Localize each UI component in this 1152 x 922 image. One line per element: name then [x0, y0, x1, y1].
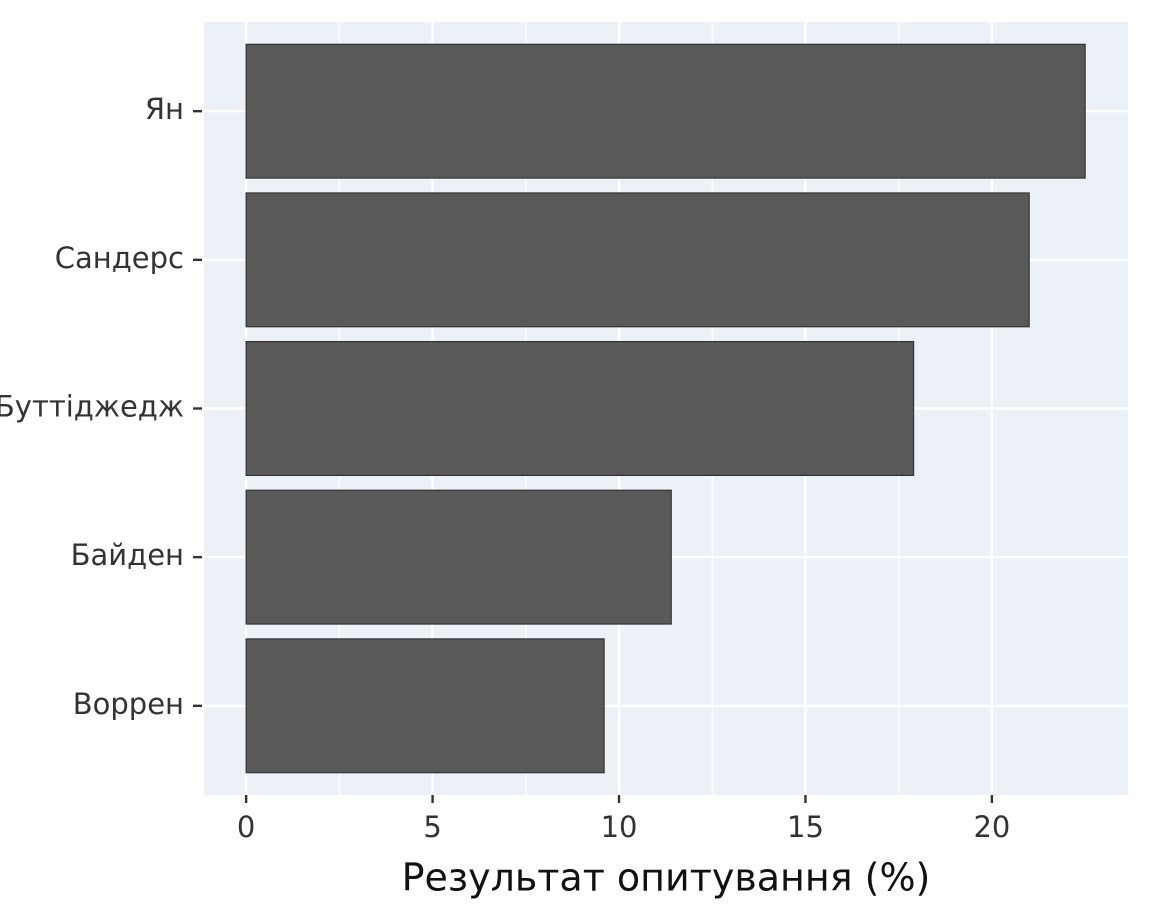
bar [245, 489, 672, 625]
x-tick-label: 0 [237, 810, 255, 844]
y-tick-label: Воррен [73, 687, 184, 721]
bar [245, 638, 605, 774]
x-tick-label: 15 [787, 810, 824, 844]
bar [245, 192, 1030, 328]
x-tick-label: 20 [973, 810, 1010, 844]
y-tick-label: Байден [71, 538, 184, 572]
bar [245, 341, 915, 476]
y-tick-label: Буттіджедж [0, 390, 184, 424]
x-axis-title: Результат опитування (%) [402, 856, 931, 900]
x-tick-label: 5 [423, 810, 441, 844]
bar [245, 43, 1086, 179]
y-tick-label: Ян [145, 92, 184, 126]
x-tick-label: 10 [601, 810, 638, 844]
y-tick-label: Сандерс [55, 241, 184, 275]
